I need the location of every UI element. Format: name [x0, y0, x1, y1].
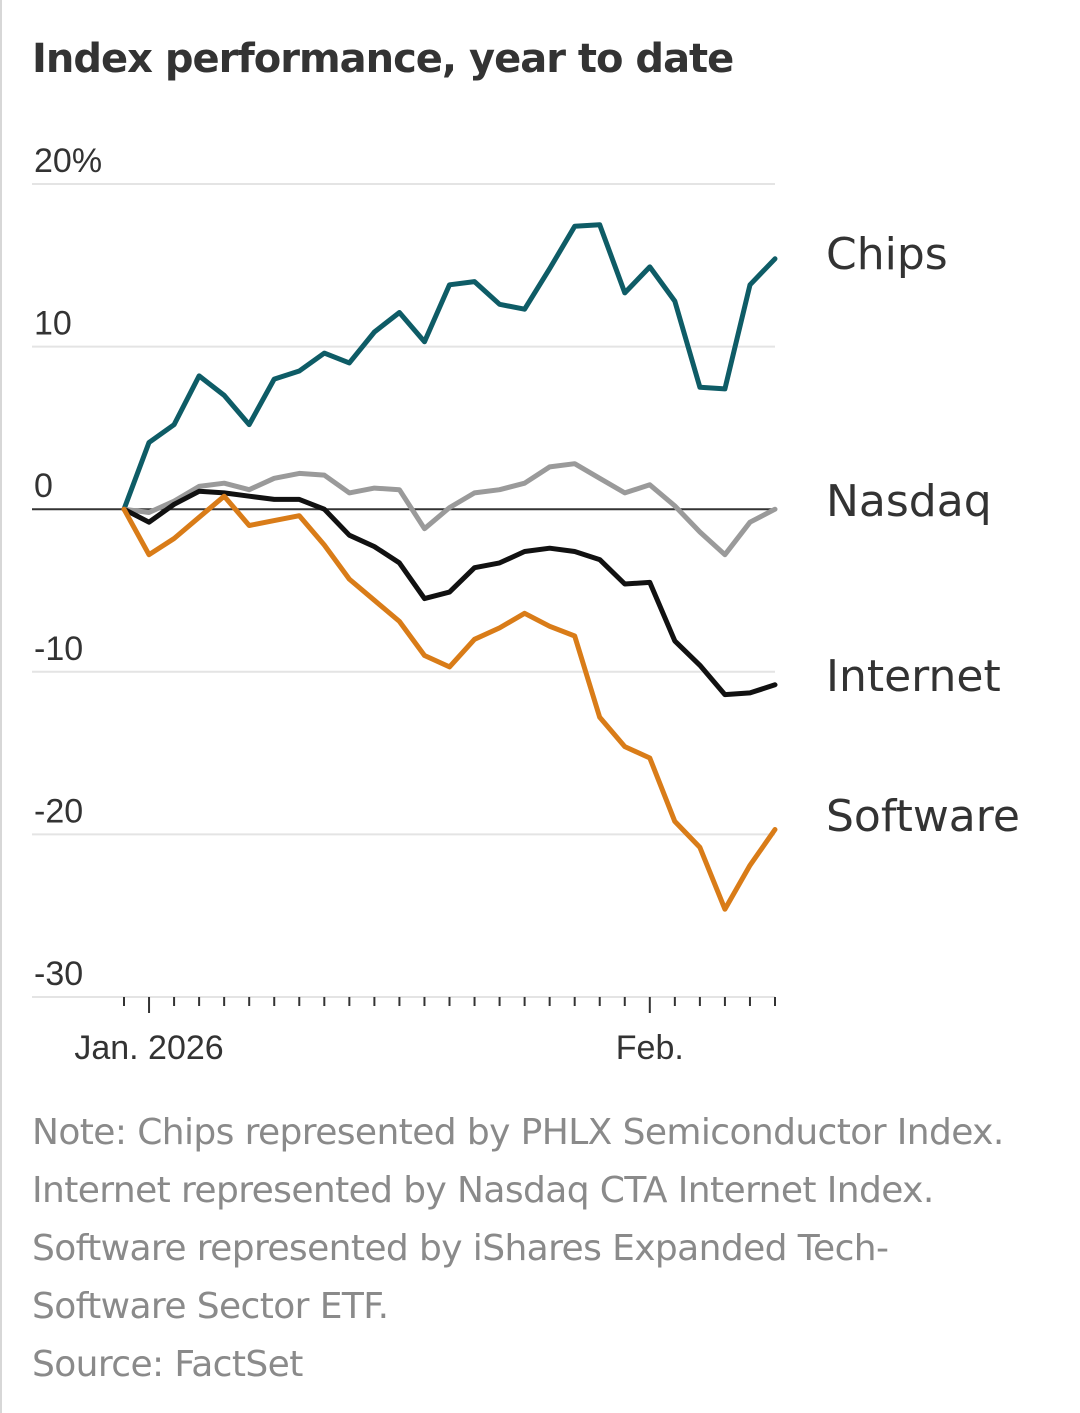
series-label-nasdaq: Nasdaq [826, 476, 992, 527]
y-tick-label: 20% [34, 142, 102, 180]
y-tick-label: -30 [34, 955, 83, 993]
series-line-internet [121, 488, 778, 698]
x-axis: Jan. 2026 Feb. [74, 997, 776, 1067]
y-tick-label: -10 [34, 630, 83, 668]
y-tick-label: 10 [34, 305, 72, 343]
series-label-chips: Chips [826, 229, 948, 280]
series-lines [121, 222, 778, 912]
line-chart: 20% 10 0 -10 -20 -30 Jan. 2026 Feb. Chips Nasda… [32, 142, 1020, 1067]
y-axis-tick-labels: 20% 10 0 -10 -20 -30 [34, 142, 102, 993]
series-line-nasdaq [121, 461, 778, 558]
chart-note: Note: Chips represented by PHLX Semicond… [32, 1112, 1004, 1327]
series-line-chips [121, 222, 778, 512]
chart-title: Index performance, year to date [32, 36, 734, 82]
chart-notes: Note: Chips represented by PHLX Semicond… [32, 1104, 1042, 1394]
series-label-software: Software [826, 791, 1020, 842]
y-tick-label: -20 [34, 792, 83, 830]
x-tick-label: Feb. [616, 1029, 684, 1067]
y-tick-label: 0 [34, 467, 53, 505]
gridlines [32, 183, 775, 998]
series-labels: Chips Nasdaq Internet Software [826, 229, 1020, 842]
series-line-software [121, 493, 778, 912]
series-label-internet: Internet [826, 651, 1001, 702]
left-border-rule [0, 0, 2, 1413]
x-tick-label: Jan. 2026 [74, 1029, 223, 1067]
chart-source: Source: FactSet [32, 1344, 303, 1385]
